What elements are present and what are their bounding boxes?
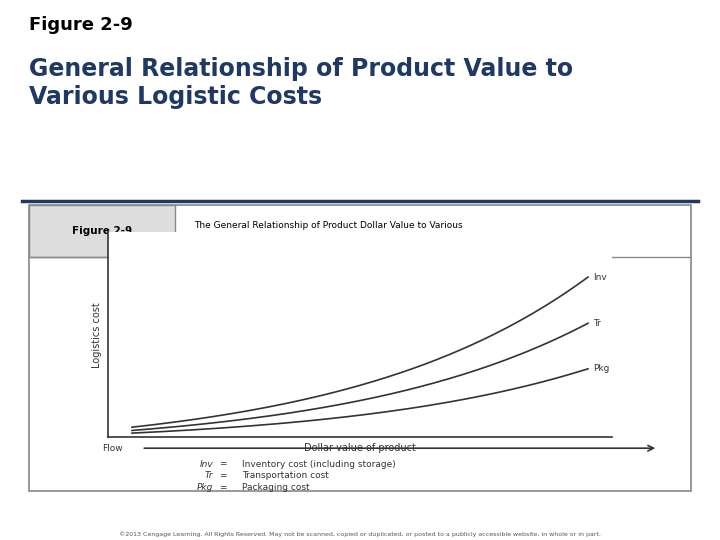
Text: Tr: Tr — [204, 471, 213, 480]
Text: =: = — [219, 460, 226, 469]
Text: Inv: Inv — [593, 273, 606, 281]
Text: General Relationship of Product Value to
Various Logistic Costs: General Relationship of Product Value to… — [29, 57, 573, 109]
Text: The General Relationship of Product Dollar Value to Various
Logistics Costs: The General Relationship of Product Doll… — [194, 220, 463, 241]
FancyBboxPatch shape — [29, 205, 691, 491]
Text: ©2013 Cengage Learning. All Rights Reserved. May not be scanned, copied or dupli: ©2013 Cengage Learning. All Rights Reser… — [119, 532, 601, 537]
Y-axis label: Logistics cost: Logistics cost — [92, 302, 102, 368]
Text: Inventory cost (including storage): Inventory cost (including storage) — [242, 460, 396, 469]
Text: Transportation cost: Transportation cost — [242, 471, 329, 480]
Text: Pkg: Pkg — [593, 364, 609, 373]
Text: Inv: Inv — [199, 460, 213, 469]
Text: Flow: Flow — [102, 444, 122, 453]
Text: Figure 2-9: Figure 2-9 — [71, 226, 132, 236]
FancyBboxPatch shape — [29, 205, 174, 256]
Text: Tr: Tr — [593, 319, 600, 328]
Text: Pkg: Pkg — [197, 483, 213, 492]
X-axis label: Dollar value of product: Dollar value of product — [304, 443, 416, 453]
Text: =: = — [219, 471, 226, 480]
Text: =: = — [219, 483, 226, 492]
Text: Figure 2-9: Figure 2-9 — [29, 16, 132, 35]
Text: Packaging cost: Packaging cost — [242, 483, 310, 492]
